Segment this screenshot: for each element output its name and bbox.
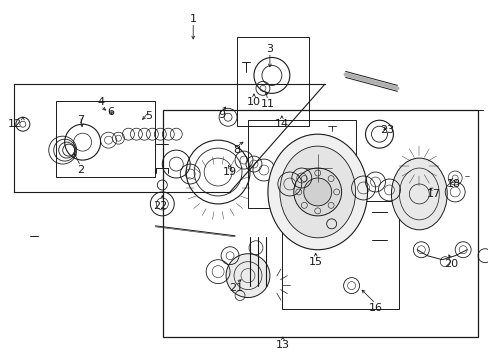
Text: 9: 9	[218, 110, 225, 120]
Text: 23: 23	[380, 125, 394, 135]
Ellipse shape	[390, 158, 447, 230]
Bar	[163, 110, 477, 337]
Bar	[247, 120, 355, 208]
Text: 12: 12	[8, 119, 22, 129]
Text: 6: 6	[107, 107, 114, 117]
Text: 20: 20	[443, 259, 457, 269]
Text: 15: 15	[308, 257, 322, 267]
Bar	[237, 37, 308, 126]
Ellipse shape	[279, 146, 355, 238]
Text: 17: 17	[427, 189, 441, 199]
Text: 4: 4	[97, 97, 104, 107]
Bar	[281, 201, 399, 309]
Text: 5: 5	[144, 111, 152, 121]
Text: 18: 18	[446, 179, 460, 189]
Ellipse shape	[267, 134, 367, 250]
Circle shape	[293, 168, 341, 216]
Circle shape	[303, 178, 331, 206]
Text: 2: 2	[77, 165, 84, 175]
Text: 7: 7	[77, 115, 84, 125]
Text: 11: 11	[261, 99, 274, 109]
Text: 22: 22	[153, 201, 167, 211]
Text: 14: 14	[274, 119, 288, 129]
Text: 19: 19	[223, 167, 237, 177]
Text: 21: 21	[228, 283, 243, 293]
Text: 1: 1	[189, 14, 196, 24]
Bar	[56, 101, 155, 177]
Text: 8: 8	[233, 145, 240, 155]
Text: 10: 10	[246, 97, 261, 107]
Circle shape	[225, 254, 269, 298]
Text: 3: 3	[266, 44, 273, 54]
Text: 16: 16	[368, 302, 382, 312]
Text: 13: 13	[275, 340, 289, 350]
